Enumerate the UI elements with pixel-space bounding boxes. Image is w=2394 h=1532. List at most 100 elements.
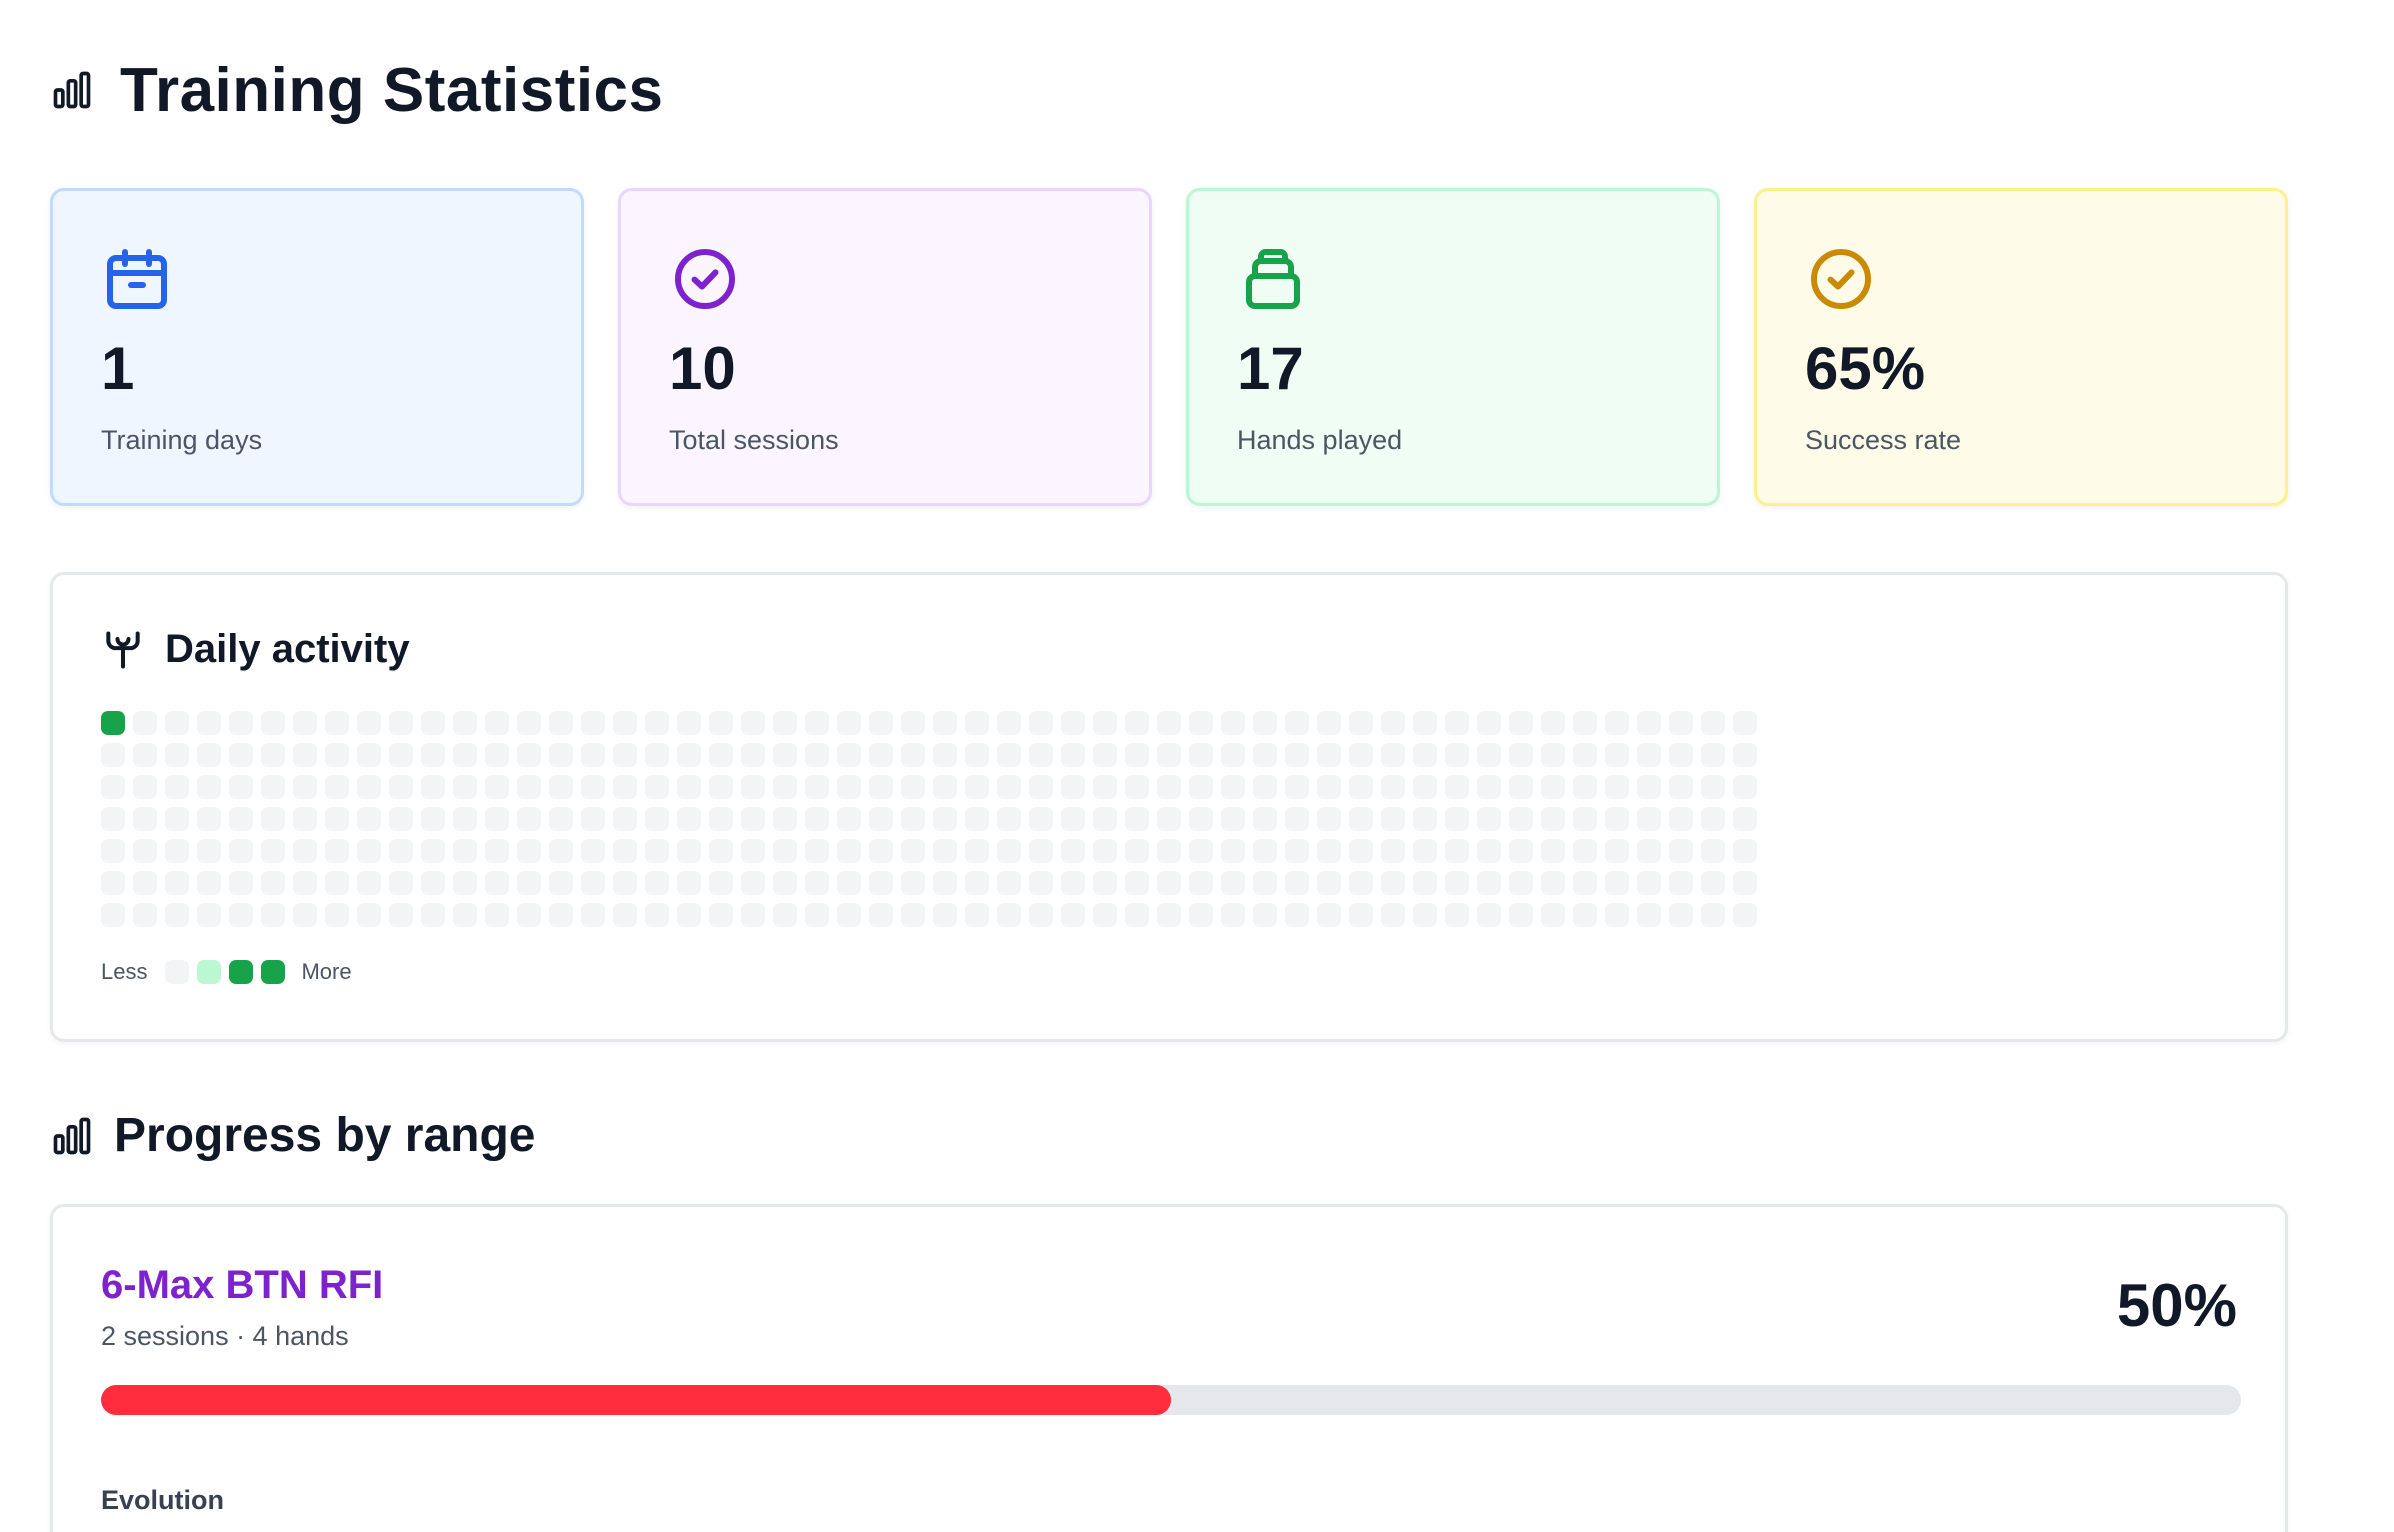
activity-day-cell[interactable] xyxy=(165,871,189,895)
activity-day-cell[interactable] xyxy=(133,775,157,799)
activity-day-cell[interactable] xyxy=(901,839,925,863)
activity-day-cell[interactable] xyxy=(325,903,349,927)
activity-day-cell[interactable] xyxy=(837,903,861,927)
activity-day-cell[interactable] xyxy=(1701,711,1725,735)
activity-day-cell[interactable] xyxy=(965,839,989,863)
activity-day-cell[interactable] xyxy=(1029,903,1053,927)
activity-day-cell[interactable] xyxy=(1189,903,1213,927)
activity-day-cell[interactable] xyxy=(1509,743,1533,767)
activity-day-cell[interactable] xyxy=(1381,711,1405,735)
activity-day-cell[interactable] xyxy=(101,807,125,831)
activity-day-cell[interactable] xyxy=(1157,807,1181,831)
activity-day-cell[interactable] xyxy=(389,839,413,863)
activity-day-cell[interactable] xyxy=(933,711,957,735)
activity-day-cell[interactable] xyxy=(229,839,253,863)
activity-day-cell[interactable] xyxy=(549,871,573,895)
activity-day-cell[interactable] xyxy=(133,743,157,767)
activity-day-cell[interactable] xyxy=(1605,903,1629,927)
activity-day-cell[interactable] xyxy=(869,743,893,767)
activity-day-cell[interactable] xyxy=(1541,839,1565,863)
activity-day-cell[interactable] xyxy=(261,807,285,831)
activity-day-cell[interactable] xyxy=(901,807,925,831)
activity-day-cell[interactable] xyxy=(741,711,765,735)
activity-day-cell[interactable] xyxy=(1605,775,1629,799)
activity-day-cell[interactable] xyxy=(1285,807,1309,831)
activity-day-cell[interactable] xyxy=(1285,871,1309,895)
activity-day-cell[interactable] xyxy=(1093,807,1117,831)
activity-day-cell[interactable] xyxy=(1669,711,1693,735)
activity-day-cell[interactable] xyxy=(1317,839,1341,863)
activity-day-cell[interactable] xyxy=(1221,871,1245,895)
activity-day-cell[interactable] xyxy=(933,807,957,831)
activity-day-cell[interactable] xyxy=(581,711,605,735)
activity-day-cell[interactable] xyxy=(933,775,957,799)
activity-day-cell[interactable] xyxy=(1605,711,1629,735)
activity-day-cell[interactable] xyxy=(101,743,125,767)
activity-day-cell[interactable] xyxy=(1157,775,1181,799)
activity-day-cell[interactable] xyxy=(645,775,669,799)
activity-day-cell[interactable] xyxy=(1413,743,1437,767)
activity-day-cell[interactable] xyxy=(805,807,829,831)
activity-day-cell[interactable] xyxy=(1253,903,1277,927)
activity-day-cell[interactable] xyxy=(1381,839,1405,863)
activity-day-cell[interactable] xyxy=(741,871,765,895)
activity-day-cell[interactable] xyxy=(677,903,701,927)
activity-day-cell[interactable] xyxy=(1413,839,1437,863)
activity-day-cell[interactable] xyxy=(293,871,317,895)
activity-day-cell[interactable] xyxy=(1317,775,1341,799)
activity-day-cell[interactable] xyxy=(1125,839,1149,863)
activity-day-cell[interactable] xyxy=(549,839,573,863)
activity-day-cell[interactable] xyxy=(709,807,733,831)
activity-day-cell[interactable] xyxy=(1541,807,1565,831)
activity-day-cell[interactable] xyxy=(1285,775,1309,799)
activity-day-cell[interactable] xyxy=(965,711,989,735)
activity-day-cell[interactable] xyxy=(1509,871,1533,895)
activity-day-cell[interactable] xyxy=(805,711,829,735)
activity-day-cell[interactable] xyxy=(421,711,445,735)
activity-day-cell[interactable] xyxy=(1285,711,1309,735)
activity-day-cell[interactable] xyxy=(1509,903,1533,927)
activity-day-cell[interactable] xyxy=(933,903,957,927)
activity-day-cell[interactable] xyxy=(741,807,765,831)
activity-day-cell[interactable] xyxy=(517,743,541,767)
activity-day-cell[interactable] xyxy=(805,871,829,895)
activity-day-cell[interactable] xyxy=(1477,743,1501,767)
activity-day-cell[interactable] xyxy=(197,839,221,863)
activity-day-cell[interactable] xyxy=(1381,775,1405,799)
activity-day-cell[interactable] xyxy=(1541,871,1565,895)
activity-day-cell[interactable] xyxy=(997,743,1021,767)
activity-day-cell[interactable] xyxy=(1285,903,1309,927)
activity-day-cell[interactable] xyxy=(325,807,349,831)
activity-day-cell[interactable] xyxy=(1157,839,1181,863)
activity-day-cell[interactable] xyxy=(1029,871,1053,895)
activity-day-cell[interactable] xyxy=(197,743,221,767)
activity-day-cell[interactable] xyxy=(1349,871,1373,895)
activity-day-cell[interactable] xyxy=(933,839,957,863)
activity-day-cell[interactable] xyxy=(997,807,1021,831)
activity-day-cell[interactable] xyxy=(229,871,253,895)
activity-day-cell[interactable] xyxy=(453,871,477,895)
activity-day-cell[interactable] xyxy=(549,903,573,927)
activity-day-cell[interactable] xyxy=(165,807,189,831)
activity-day-cell[interactable] xyxy=(1573,743,1597,767)
activity-day-cell[interactable] xyxy=(1477,871,1501,895)
activity-day-cell[interactable] xyxy=(1509,839,1533,863)
activity-day-cell[interactable] xyxy=(805,775,829,799)
activity-day-cell[interactable] xyxy=(1029,807,1053,831)
activity-day-cell[interactable] xyxy=(805,903,829,927)
activity-day-cell[interactable] xyxy=(1669,903,1693,927)
activity-day-cell[interactable] xyxy=(293,743,317,767)
activity-day-cell[interactable] xyxy=(709,903,733,927)
activity-day-cell[interactable] xyxy=(1445,711,1469,735)
activity-day-cell[interactable] xyxy=(261,903,285,927)
activity-day-cell[interactable] xyxy=(293,903,317,927)
activity-day-cell[interactable] xyxy=(357,839,381,863)
activity-day-cell[interactable] xyxy=(1093,871,1117,895)
activity-day-cell[interactable] xyxy=(677,775,701,799)
activity-day-cell[interactable] xyxy=(197,903,221,927)
activity-day-cell[interactable] xyxy=(1733,775,1757,799)
activity-day-cell[interactable] xyxy=(1125,903,1149,927)
activity-day-cell[interactable] xyxy=(677,711,701,735)
activity-day-cell[interactable] xyxy=(1573,807,1597,831)
activity-day-cell[interactable] xyxy=(389,775,413,799)
